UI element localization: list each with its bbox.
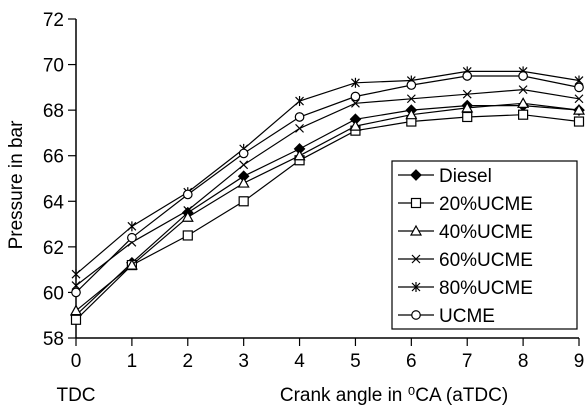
legend-label: 80%UCME <box>439 278 533 299</box>
data-point <box>70 314 82 325</box>
data-point <box>350 91 361 102</box>
legend: Diesel 20%UCME 40%UCME 60%UCME 80%UCME UCME <box>391 160 578 330</box>
data-point <box>127 232 137 243</box>
legend-item: 20%UCME <box>398 194 533 215</box>
data-point <box>351 77 360 88</box>
data-point <box>409 224 423 236</box>
data-point <box>183 205 193 215</box>
data-point <box>411 282 421 292</box>
y-tick-label: 58 <box>43 329 64 350</box>
legend-item: UCME <box>398 306 495 327</box>
y-tick-label: 66 <box>43 147 64 168</box>
legend-label: 20%UCME <box>439 194 533 215</box>
data-point <box>295 96 304 107</box>
y-tick-label: 64 <box>43 192 65 213</box>
y-tick-label: 72 <box>43 10 64 31</box>
series-line <box>75 75 580 293</box>
y-tick-label: 62 <box>43 238 64 259</box>
data-point <box>410 169 422 181</box>
legend-item: 60%UCME <box>398 250 533 271</box>
legend-item: 40%UCME <box>398 222 533 243</box>
data-point <box>238 196 249 207</box>
x-tick-label: 5 <box>350 351 361 372</box>
data-point <box>238 148 249 159</box>
series-3 <box>71 85 584 291</box>
legend-label: UCME <box>439 306 495 327</box>
data-point <box>125 258 138 270</box>
data-point <box>293 149 306 161</box>
series-line <box>75 102 580 312</box>
x-tick-label: 3 <box>238 351 249 372</box>
legend-label: 60%UCME <box>439 250 533 271</box>
data-point <box>181 211 194 222</box>
data-point <box>406 80 417 90</box>
data-point <box>405 108 418 120</box>
data-point <box>411 254 421 264</box>
data-point <box>239 160 249 170</box>
data-point <box>572 103 585 115</box>
x-tick-label: 4 <box>294 351 305 372</box>
series-line <box>75 114 580 321</box>
x-tick-label: 2 <box>182 351 193 372</box>
data-point <box>462 71 473 81</box>
data-point <box>406 94 416 104</box>
data-point <box>71 281 81 291</box>
axes: 58 60 62 64 66 68 70 72 0 1 2 3 4 5 6 7 8 9 <box>43 10 584 372</box>
data-point <box>295 123 304 133</box>
data-point <box>462 111 473 123</box>
y-axis-label: Pressure in bar <box>6 120 27 250</box>
data-point <box>410 197 422 209</box>
data-point <box>573 116 585 127</box>
x-axis-note: TDC <box>56 385 95 406</box>
data-point <box>462 89 472 99</box>
data-point <box>517 97 530 108</box>
data-point <box>349 119 362 131</box>
data-point <box>71 287 81 298</box>
data-point <box>574 82 584 93</box>
series-line <box>75 88 580 287</box>
x-tick-label: 7 <box>462 351 473 372</box>
data-point <box>294 112 305 122</box>
axis-labels: Crank angle in ⁰CA (aTDC) TDC Pressure i… <box>6 120 508 406</box>
y-tick-label: 68 <box>43 101 64 122</box>
legend-box <box>391 160 578 330</box>
data-point <box>71 269 81 280</box>
x-tick-label: 1 <box>127 351 138 372</box>
series-line <box>75 70 580 275</box>
x-tick-label: 0 <box>71 351 82 372</box>
data-point <box>518 85 528 95</box>
data-point <box>182 189 193 200</box>
data-point <box>518 71 528 81</box>
legend-item: 80%UCME <box>398 278 533 299</box>
data-point <box>351 98 360 108</box>
series-2 <box>69 97 585 316</box>
data-point <box>411 310 421 320</box>
x-tick-label: 8 <box>518 351 529 372</box>
legend-item: Diesel <box>398 166 492 187</box>
data-point <box>69 304 83 316</box>
legend-label: Diesel <box>439 166 492 187</box>
y-tick-label: 60 <box>43 283 64 304</box>
data-point <box>574 94 584 104</box>
series-5 <box>71 71 584 298</box>
series-layer <box>69 66 585 325</box>
x-tick-label: 9 <box>574 351 585 372</box>
data-point <box>182 230 193 241</box>
x-axis-label: Crank angle in ⁰CA (aTDC) <box>280 385 508 406</box>
legend-label: 40%UCME <box>439 222 533 243</box>
y-tick-label: 70 <box>43 56 64 77</box>
x-tick-label: 6 <box>406 351 417 372</box>
data-point <box>518 109 529 120</box>
data-point <box>461 101 474 113</box>
data-point <box>237 176 250 188</box>
data-point <box>127 221 137 232</box>
